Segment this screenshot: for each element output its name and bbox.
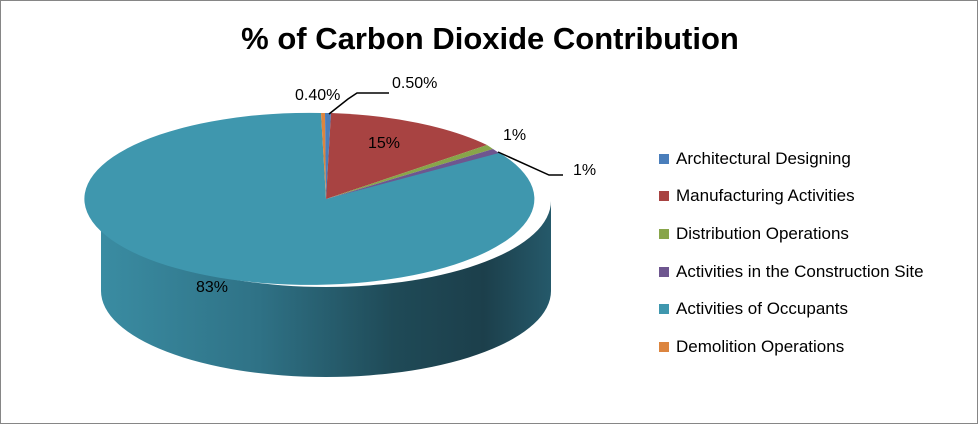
leader-line-construction (497, 151, 563, 176)
legend-item-manufacturing: Manufacturing Activities (659, 178, 924, 216)
pie-side-occupants (101, 201, 551, 377)
legend-item-demolition: Demolition Operations (659, 328, 924, 366)
legend-swatch-icon (659, 266, 669, 277)
chart-title: % of Carbon Dioxide Contribution (241, 21, 739, 56)
legend-swatch-icon (659, 153, 669, 164)
slice-manufacturing-activities (326, 113, 487, 199)
label-demolition: 0.40% (295, 87, 340, 104)
label-distribution: 1% (503, 127, 526, 144)
slice-architectural-designing (325, 112, 331, 199)
label-occupants: 83% (196, 279, 228, 296)
legend: Architectural Designing Manufacturing Ac… (659, 140, 924, 366)
legend-swatch-icon (659, 304, 669, 315)
legend-swatch-icon (659, 191, 669, 202)
slice-construction-site (326, 149, 499, 199)
legend-label: Distribution Operations (676, 223, 849, 243)
legend-label: Activities in the Construction Site (676, 261, 924, 281)
legend-item-construction: Activities in the Construction Site (659, 253, 924, 291)
slice-demolition-operations (321, 112, 326, 199)
legend-item-occupants: Activities of Occupants (659, 290, 924, 328)
slice-activities-of-occupants (84, 112, 535, 285)
legend-item-distribution: Distribution Operations (659, 215, 924, 253)
legend-label: Architectural Designing (676, 148, 851, 168)
legend-swatch-icon (659, 228, 669, 239)
leader-line-architectural (328, 92, 389, 115)
legend-label: Demolition Operations (676, 336, 845, 356)
label-manufacturing: 15% (368, 135, 400, 152)
legend-item-architectural: Architectural Designing (659, 140, 924, 178)
legend-label: Activities of Occupants (676, 299, 848, 319)
label-architectural: 0.50% (392, 75, 437, 92)
legend-swatch-icon (659, 341, 669, 352)
slice-distribution-operations (326, 145, 493, 199)
label-construction: 1% (573, 162, 596, 179)
legend-label: Manufacturing Activities (676, 186, 855, 206)
